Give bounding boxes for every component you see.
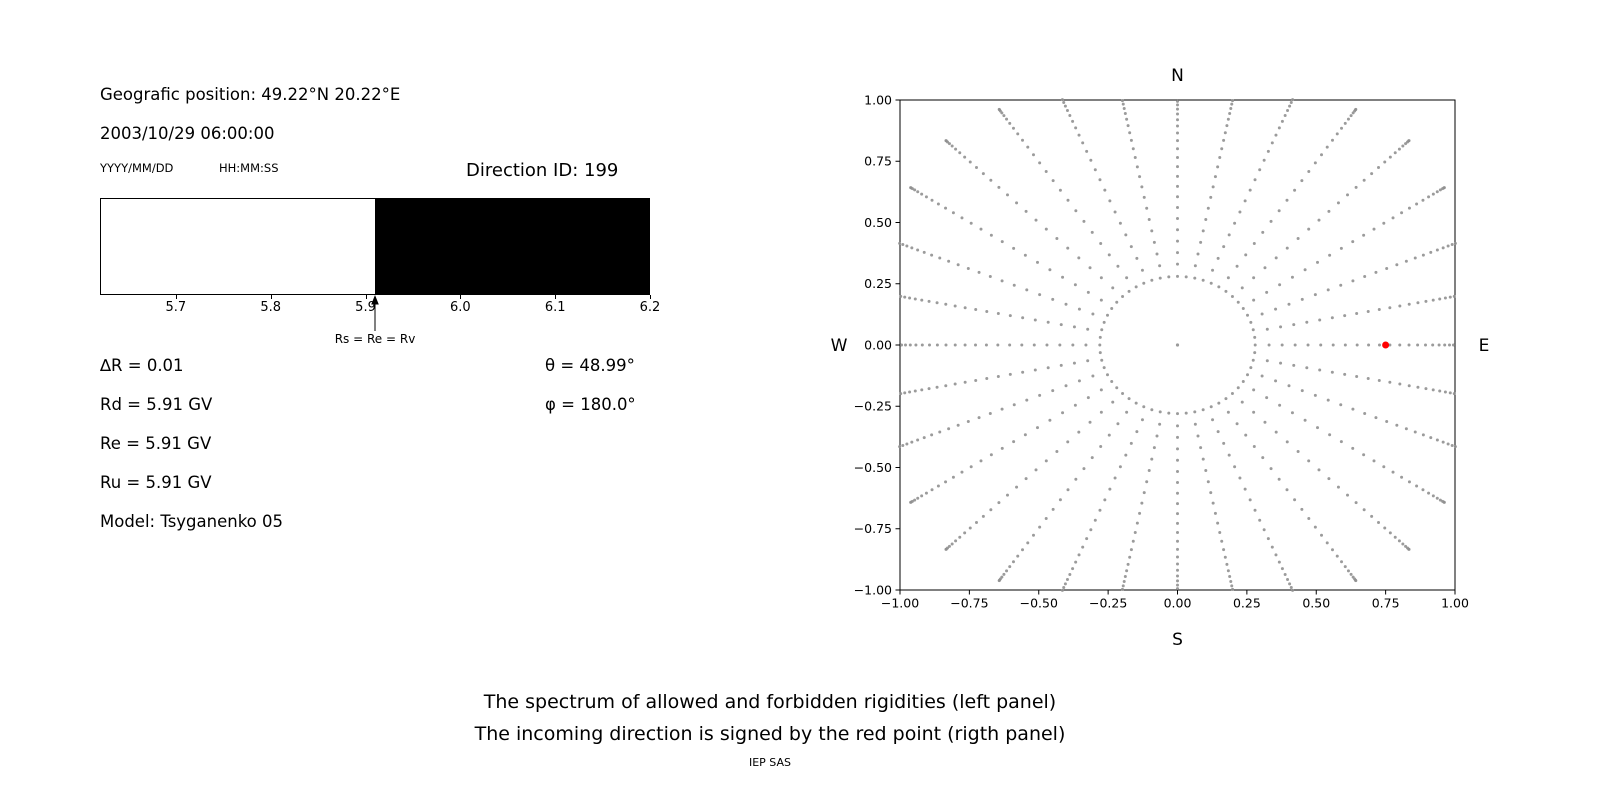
y-tick-label: −0.25 (854, 399, 892, 414)
cutoff-arrow-label: Rs = Re = Rv (334, 332, 416, 346)
rigidity-spectrum-panel: 5.7 5.8 5.9 6.0 6.1 6.2 Rs = Re = Rv (100, 198, 661, 363)
rd-value: Rd = 5.91 GV (100, 395, 213, 414)
caption-line-2: The incoming direction is signed by the … (474, 723, 1066, 745)
x-tick-label: 0.25 (1233, 596, 1261, 611)
model-label: Model: Tsyganenko 05 (100, 512, 284, 531)
compass-south-label: S (1172, 630, 1183, 650)
spectrum-tick-mark (650, 295, 651, 299)
spectrum-tick-labels: 5.7 5.8 5.9 6.0 6.1 6.2 (100, 300, 661, 316)
figure-caption: The spectrum of allowed and forbidden ri… (0, 686, 1540, 770)
spectrum-tick-label: 5.7 (165, 300, 187, 315)
forbidden-region (375, 199, 649, 294)
geographic-position-label: Geografic position: 49.22°N 20.22°E (100, 85, 401, 104)
spectrum-tick-mark (555, 295, 557, 299)
x-tick-label: −1.00 (881, 596, 919, 611)
incoming-direction-plot: N S W E −1.00 −0.75 −0.50 −0.25 0.00 0.25 0.50… (831, 66, 1490, 650)
spectrum-tick-mark (365, 295, 367, 299)
cutoff-arrow-icon (371, 295, 379, 331)
ru-value: Ru = 5.91 GV (100, 473, 212, 492)
spectrum-tick-mark (460, 295, 462, 299)
y-tick-label: 0.25 (864, 276, 892, 291)
spectrum-tick-label: 6.0 (450, 300, 471, 315)
x-axis: −1.00 −0.75 −0.50 −0.25 0.00 0.25 0.50 0.75 1.00 (881, 590, 1469, 611)
theta-value: θ = 48.99° (545, 356, 635, 375)
x-tick-label: −0.25 (1089, 596, 1127, 611)
spectrum-tick-mark (175, 295, 177, 299)
re-value: Re = 5.91 GV (100, 434, 212, 453)
y-axis: 1.00 0.75 0.50 0.25 0.00 −0.25 −0.50 −0.75 −1.00 (854, 92, 900, 597)
asymptotic-direction-dots (898, 98, 1457, 592)
y-tick-label: 0.00 (864, 337, 892, 352)
y-tick-label: −0.75 (854, 521, 892, 536)
y-tick-label: −0.50 (854, 460, 892, 475)
x-tick-label: 0.75 (1372, 596, 1400, 611)
incoming-direction-point (1382, 341, 1390, 349)
spectrum-tick-label: 5.8 (260, 300, 282, 315)
delta-r-value: ∆R = 0.01 (100, 356, 184, 375)
x-tick-label: −0.75 (950, 596, 988, 611)
compass-east-label: E (1479, 336, 1490, 356)
x-tick-label: 1.00 (1441, 596, 1469, 611)
y-tick-label: 0.50 (864, 215, 892, 230)
direction-id-label: Direction ID: 199 (466, 160, 619, 181)
spectrum-tick-label: 5.9 (355, 300, 376, 315)
y-tick-label: 1.00 (864, 92, 892, 107)
x-tick-label: 0.50 (1302, 596, 1330, 611)
compass-west-label: W (831, 336, 848, 356)
compass-north-label: N (1171, 66, 1184, 86)
caption-line-1: The spectrum of allowed and forbidden ri… (483, 691, 1057, 713)
datetime-value: 2003/10/29 06:00:00 (100, 124, 275, 143)
date-format-hint: YYYY/MM/DD (100, 161, 174, 175)
x-tick-label: −0.50 (1020, 596, 1058, 611)
phi-value: φ = 180.0° (545, 395, 636, 414)
spectrum-tick-label: 6.1 (544, 300, 566, 315)
rigidity-spectrum-plot (100, 198, 650, 295)
credit-label: IEP SAS (748, 756, 792, 769)
spectrum-tick-label: 6.2 (639, 300, 661, 315)
spectrum-tick-mark (270, 295, 272, 299)
spectrum-tick-marks (100, 295, 651, 299)
y-tick-label: −1.00 (854, 582, 892, 597)
time-format-hint: HH:MM:SS (219, 161, 279, 175)
y-tick-label: 0.75 (864, 154, 892, 169)
x-tick-label: 0.00 (1164, 596, 1192, 611)
